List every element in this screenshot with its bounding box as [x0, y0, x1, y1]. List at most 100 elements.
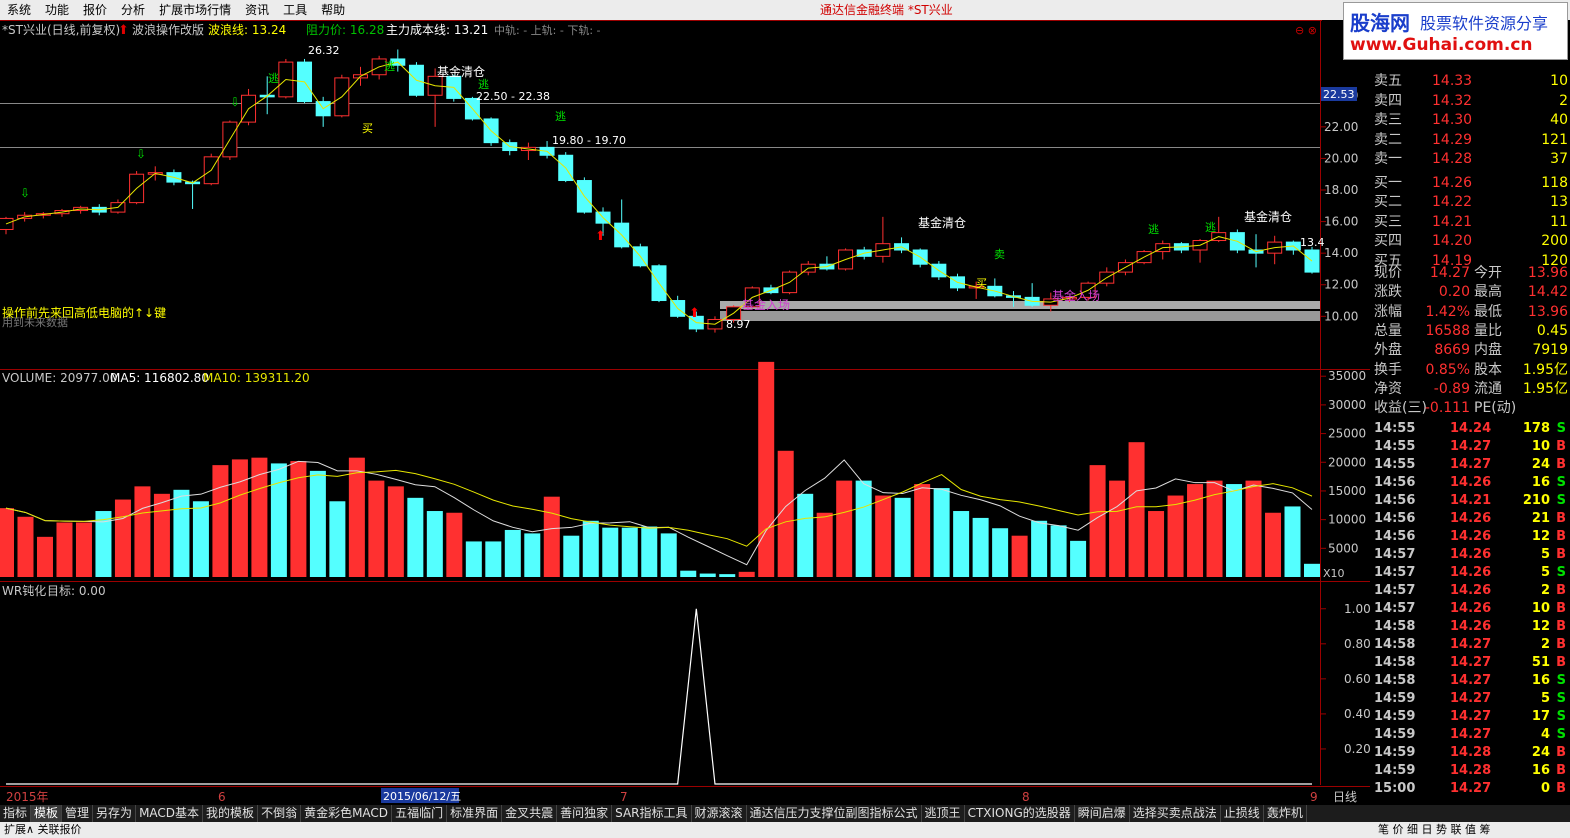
order-level: 买二: [1374, 194, 1402, 210]
stat-value: 1.42%: [1425, 303, 1470, 320]
wr-axis: 1.00 0.80 0.60 0.40 0.20: [1320, 602, 1370, 756]
tick-row: 14:57 14.26 10 B: [1370, 600, 1570, 618]
order-book-row: 卖四 14.32 2: [1370, 92, 1570, 111]
kline-chart[interactable]: *ST兴业(日线,前复权) ⬆ 波浪操作改版 波浪线: 13.24 阻力价: 1…: [0, 20, 1370, 805]
tick-row: 14:57 14.26 5 B: [1370, 546, 1570, 564]
tab-template[interactable]: 指标: [0, 805, 32, 822]
candlesticks: [0, 49, 1320, 333]
fund-out-label-1: 基金清仓: [437, 64, 485, 79]
tab-template[interactable]: 另存为: [93, 805, 137, 822]
tab-template[interactable]: 轰炸机: [1264, 805, 1307, 822]
menu-item-tools[interactable]: 工具: [283, 3, 308, 17]
formula-name: 波浪操作改版: [132, 22, 204, 37]
tick-direction: B: [1556, 763, 1566, 778]
stat-label: 净资: [1374, 380, 1402, 397]
tab-template[interactable]: 选择买卖点战法: [1130, 805, 1221, 822]
tab-template[interactable]: MACD基本: [136, 805, 204, 822]
tab-template[interactable]: CTXIONG的选股器: [965, 805, 1075, 822]
tab-template[interactable]: 模板: [31, 805, 63, 822]
tick-price: 14.27: [1450, 457, 1492, 472]
tab-template[interactable]: 止损线: [1221, 805, 1264, 822]
order-volume: 2: [1559, 92, 1568, 109]
tick-volume: 12: [1531, 529, 1550, 544]
menu-item-news[interactable]: 资讯: [245, 3, 270, 17]
tick-direction: S: [1556, 691, 1566, 706]
tick-row: 14:59 14.28 16 B: [1370, 762, 1570, 780]
tick-row: 14:56 14.26 16 S: [1370, 474, 1570, 492]
watermark-logo: 股海网 股票软件资源分享 www.Guhai.com.cn: [1343, 2, 1568, 60]
order-price: 14.26: [1432, 174, 1473, 191]
tab-template[interactable]: 管理: [62, 805, 94, 822]
menu-item-analysis[interactable]: 分析: [121, 3, 146, 17]
volume-bar: [777, 450, 794, 577]
panel-close-icon[interactable]: ⊖ ⊗: [1295, 24, 1317, 37]
tick-volume: 24: [1531, 745, 1550, 760]
down-arrow-icon: ⇩: [230, 95, 240, 109]
tick-direction: B: [1556, 547, 1566, 562]
volume-bar: [1226, 484, 1243, 577]
period-label[interactable]: 日线: [1333, 790, 1357, 804]
fund-in-label-1: 基金入场: [742, 297, 790, 312]
tab-template[interactable]: 财源滚滚: [692, 805, 747, 822]
tab-template[interactable]: 黄金彩色MACD: [301, 805, 393, 822]
tab-template[interactable]: 五福临门: [392, 805, 448, 822]
tab-template[interactable]: 通达信压力支撑位副图指标公式: [747, 805, 922, 822]
volume-unit: X10: [1323, 567, 1345, 580]
tick-time: 14:58: [1374, 673, 1416, 688]
volume-bar: [329, 501, 346, 577]
tab-template[interactable]: 金叉共震: [502, 805, 558, 822]
stat-label: 内盘: [1474, 342, 1502, 359]
menu-item-function[interactable]: 功能: [45, 3, 70, 17]
volume-bar: [290, 461, 307, 577]
buy-label-1: 买: [362, 122, 373, 135]
order-book-row: 买五 14.19 120: [1370, 252, 1570, 271]
volume-bar: [212, 465, 229, 577]
tick-time: 14:58: [1374, 619, 1416, 634]
stat-value: 14.27: [1429, 265, 1470, 281]
volume-bar: [1304, 563, 1320, 577]
order-volume: 120: [1541, 252, 1568, 269]
order-price: 14.29: [1432, 131, 1473, 148]
order-level: 卖二: [1374, 131, 1402, 148]
status-right-tabs[interactable]: 笔 价 细 日 势 联 值 筹: [1378, 823, 1491, 836]
volume-bar: [719, 574, 736, 577]
tab-template[interactable]: 我的模板: [203, 805, 259, 822]
escape-label-5: 逃: [1148, 223, 1159, 236]
tab-template[interactable]: 逃顶王: [922, 805, 965, 822]
menu-item-system[interactable]: 系统: [7, 3, 32, 17]
price-tick-label: 16.00: [1324, 215, 1358, 229]
volume-bar: [504, 529, 521, 577]
order-level: 卖一: [1374, 151, 1402, 167]
volume-bar: [953, 511, 970, 577]
volume-bar: [680, 570, 697, 577]
menu-item-quote[interactable]: 报价: [83, 3, 108, 17]
date-month-7: 7: [620, 790, 628, 804]
menu-item-ext-market[interactable]: 扩展市场行情: [159, 3, 232, 17]
order-price: 14.30: [1432, 112, 1473, 128]
tab-template[interactable]: SAR指标工具: [612, 805, 692, 822]
tab-template[interactable]: 瞬间启爆: [1075, 805, 1130, 822]
tick-price: 14.27: [1450, 781, 1492, 796]
stat-label: 最低: [1474, 303, 1502, 320]
tab-template[interactable]: 善问独家: [557, 805, 613, 822]
stat-label: 流通: [1474, 380, 1502, 397]
stat-label: 最高: [1474, 284, 1502, 301]
volume-bar: [563, 535, 580, 577]
tick-direction: S: [1556, 493, 1566, 508]
tab-template[interactable]: 不倒翁: [258, 805, 302, 822]
stat-label: 量比: [1474, 322, 1502, 339]
tab-template[interactable]: 标准界面: [447, 805, 503, 822]
status-left[interactable]: 扩展∧ 关联报价: [4, 823, 82, 836]
volume-bar: [1089, 465, 1106, 577]
window-title: 通达信金融终端 *ST兴业: [820, 3, 953, 17]
escape-label-4: 逃: [555, 110, 566, 123]
volume-bar: [446, 512, 463, 577]
stat-label: 总量: [1374, 322, 1402, 339]
tick-direction: B: [1556, 781, 1566, 796]
volume-bar: [153, 493, 170, 577]
tick-time: 14:56: [1374, 475, 1416, 490]
fund-in-label-2: 基金入场: [1052, 288, 1100, 303]
tick-price: 14.27: [1450, 655, 1492, 670]
menu-item-help[interactable]: 帮助: [321, 3, 346, 17]
tick-time: 14:58: [1374, 655, 1416, 670]
